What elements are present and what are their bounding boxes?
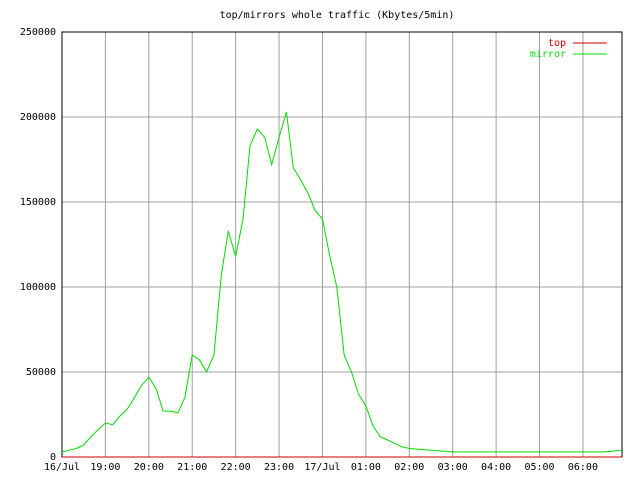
y-tick-label: 50000 bbox=[26, 367, 56, 378]
chart-title: top/mirrors whole traffic (Kbytes/5min) bbox=[220, 10, 455, 21]
x-tick-label: 17/Jul bbox=[304, 462, 340, 473]
x-tick-label: 19:00 bbox=[90, 462, 120, 473]
y-tick-label: 0 bbox=[50, 452, 56, 463]
y-tick-label: 250000 bbox=[20, 27, 56, 38]
legend-label: top bbox=[548, 38, 566, 49]
x-tick-label: 16/Jul bbox=[44, 462, 80, 473]
x-tick-label: 21:00 bbox=[177, 462, 207, 473]
series-line bbox=[61, 111, 623, 453]
x-tick-label: 20:00 bbox=[134, 462, 164, 473]
x-tick-label: 23:00 bbox=[264, 462, 294, 473]
plot-frame bbox=[61, 31, 623, 458]
x-tick-label: 03:00 bbox=[438, 462, 468, 473]
x-tick-label: 05:00 bbox=[524, 462, 554, 473]
x-tick-label: 04:00 bbox=[481, 462, 511, 473]
legend-label: mirror bbox=[530, 49, 566, 60]
x-tick-label: 22:00 bbox=[221, 462, 251, 473]
y-tick-label: 150000 bbox=[20, 197, 56, 208]
x-tick-label: 06:00 bbox=[568, 462, 598, 473]
y-tick-label: 100000 bbox=[20, 282, 56, 293]
x-tick-label: 02:00 bbox=[394, 462, 424, 473]
x-tick-label: 01:00 bbox=[351, 462, 381, 473]
y-tick-label: 200000 bbox=[20, 112, 56, 123]
